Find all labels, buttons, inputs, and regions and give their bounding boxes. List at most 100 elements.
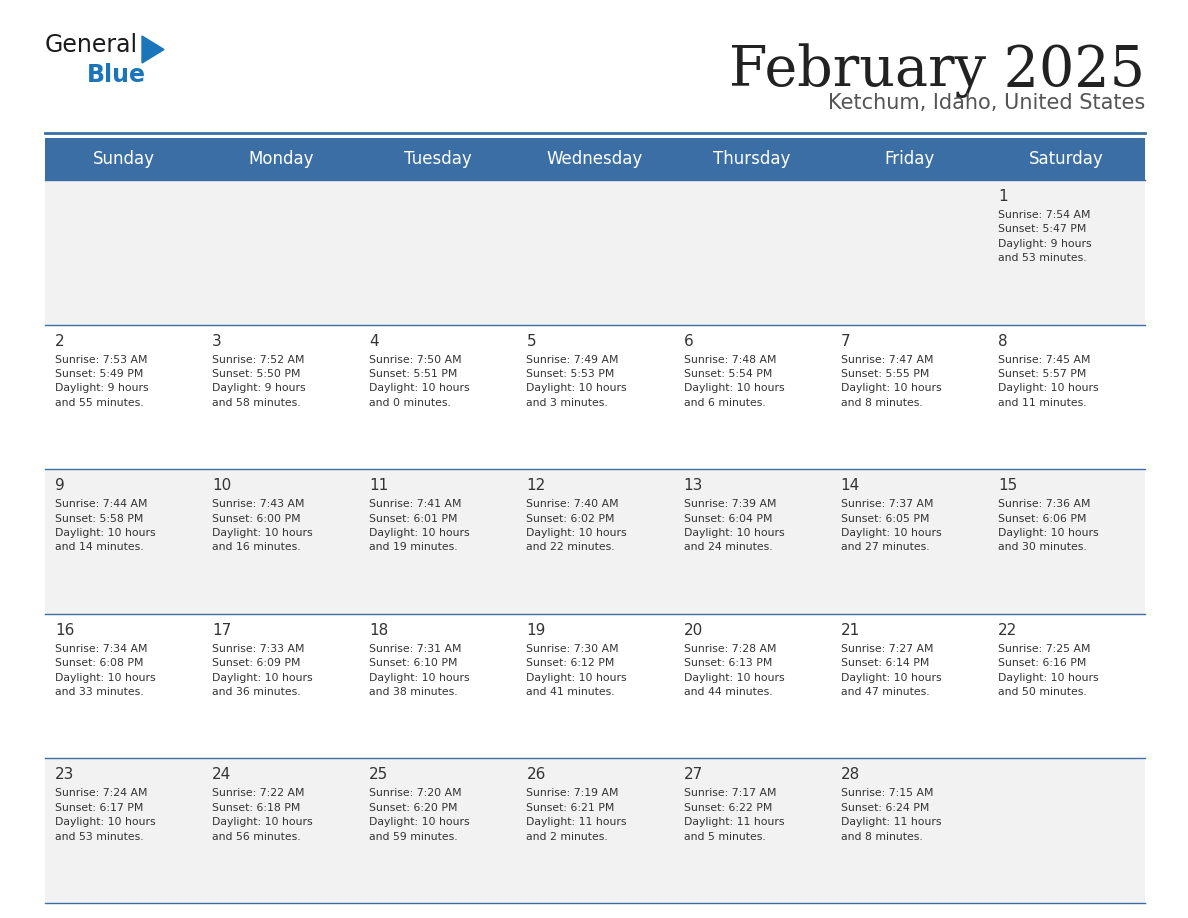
Text: 14: 14 — [841, 478, 860, 493]
Text: 20: 20 — [683, 622, 703, 638]
Bar — [45, 138, 1145, 180]
Bar — [517, 180, 674, 325]
Bar — [988, 469, 1145, 614]
Text: Sunrise: 7:20 AM
Sunset: 6:20 PM
Daylight: 10 hours
and 59 minutes.: Sunrise: 7:20 AM Sunset: 6:20 PM Dayligh… — [369, 789, 470, 842]
Text: 17: 17 — [213, 622, 232, 638]
Text: Sunrise: 7:36 AM
Sunset: 6:06 PM
Daylight: 10 hours
and 30 minutes.: Sunrise: 7:36 AM Sunset: 6:06 PM Dayligh… — [998, 499, 1099, 553]
Text: 7: 7 — [841, 333, 851, 349]
Text: 8: 8 — [998, 333, 1007, 349]
Bar — [202, 758, 359, 903]
Text: Sunrise: 7:43 AM
Sunset: 6:00 PM
Daylight: 10 hours
and 16 minutes.: Sunrise: 7:43 AM Sunset: 6:00 PM Dayligh… — [213, 499, 312, 553]
Bar — [359, 614, 517, 758]
Bar — [830, 614, 988, 758]
Text: 9: 9 — [55, 478, 65, 493]
Text: General: General — [45, 33, 138, 57]
Bar — [988, 180, 1145, 325]
Text: Sunrise: 7:24 AM
Sunset: 6:17 PM
Daylight: 10 hours
and 53 minutes.: Sunrise: 7:24 AM Sunset: 6:17 PM Dayligh… — [55, 789, 156, 842]
Text: 24: 24 — [213, 767, 232, 782]
Bar — [830, 180, 988, 325]
Text: Sunrise: 7:34 AM
Sunset: 6:08 PM
Daylight: 10 hours
and 33 minutes.: Sunrise: 7:34 AM Sunset: 6:08 PM Dayligh… — [55, 644, 156, 697]
Text: Sunrise: 7:54 AM
Sunset: 5:47 PM
Daylight: 9 hours
and 53 minutes.: Sunrise: 7:54 AM Sunset: 5:47 PM Dayligh… — [998, 210, 1092, 263]
Text: Sunrise: 7:17 AM
Sunset: 6:22 PM
Daylight: 11 hours
and 5 minutes.: Sunrise: 7:17 AM Sunset: 6:22 PM Dayligh… — [683, 789, 784, 842]
Bar — [674, 469, 830, 614]
Bar — [674, 180, 830, 325]
Text: 3: 3 — [213, 333, 222, 349]
Bar — [517, 758, 674, 903]
Bar — [988, 325, 1145, 469]
Bar — [674, 614, 830, 758]
Bar — [202, 614, 359, 758]
Text: Sunrise: 7:22 AM
Sunset: 6:18 PM
Daylight: 10 hours
and 56 minutes.: Sunrise: 7:22 AM Sunset: 6:18 PM Dayligh… — [213, 789, 312, 842]
Text: 25: 25 — [369, 767, 388, 782]
Text: Sunrise: 7:19 AM
Sunset: 6:21 PM
Daylight: 11 hours
and 2 minutes.: Sunrise: 7:19 AM Sunset: 6:21 PM Dayligh… — [526, 789, 627, 842]
Text: Sunrise: 7:30 AM
Sunset: 6:12 PM
Daylight: 10 hours
and 41 minutes.: Sunrise: 7:30 AM Sunset: 6:12 PM Dayligh… — [526, 644, 627, 697]
Text: 23: 23 — [55, 767, 75, 782]
Polygon shape — [143, 36, 164, 63]
Text: Sunrise: 7:31 AM
Sunset: 6:10 PM
Daylight: 10 hours
and 38 minutes.: Sunrise: 7:31 AM Sunset: 6:10 PM Dayligh… — [369, 644, 470, 697]
Bar — [517, 325, 674, 469]
Bar — [202, 325, 359, 469]
Text: Sunrise: 7:53 AM
Sunset: 5:49 PM
Daylight: 9 hours
and 55 minutes.: Sunrise: 7:53 AM Sunset: 5:49 PM Dayligh… — [55, 354, 148, 408]
Bar — [830, 325, 988, 469]
Text: Sunrise: 7:33 AM
Sunset: 6:09 PM
Daylight: 10 hours
and 36 minutes.: Sunrise: 7:33 AM Sunset: 6:09 PM Dayligh… — [213, 644, 312, 697]
Text: 10: 10 — [213, 478, 232, 493]
Text: Sunrise: 7:52 AM
Sunset: 5:50 PM
Daylight: 9 hours
and 58 minutes.: Sunrise: 7:52 AM Sunset: 5:50 PM Dayligh… — [213, 354, 305, 408]
Bar — [202, 180, 359, 325]
Bar — [830, 758, 988, 903]
Text: Friday: Friday — [884, 150, 935, 168]
Bar — [674, 325, 830, 469]
Text: Sunrise: 7:49 AM
Sunset: 5:53 PM
Daylight: 10 hours
and 3 minutes.: Sunrise: 7:49 AM Sunset: 5:53 PM Dayligh… — [526, 354, 627, 408]
Bar — [988, 614, 1145, 758]
Text: Sunrise: 7:15 AM
Sunset: 6:24 PM
Daylight: 11 hours
and 8 minutes.: Sunrise: 7:15 AM Sunset: 6:24 PM Dayligh… — [841, 789, 941, 842]
Text: 15: 15 — [998, 478, 1017, 493]
Text: 26: 26 — [526, 767, 545, 782]
Text: 27: 27 — [683, 767, 703, 782]
Text: Ketchum, Idaho, United States: Ketchum, Idaho, United States — [828, 93, 1145, 113]
Text: Sunrise: 7:27 AM
Sunset: 6:14 PM
Daylight: 10 hours
and 47 minutes.: Sunrise: 7:27 AM Sunset: 6:14 PM Dayligh… — [841, 644, 941, 697]
Text: Sunrise: 7:47 AM
Sunset: 5:55 PM
Daylight: 10 hours
and 8 minutes.: Sunrise: 7:47 AM Sunset: 5:55 PM Dayligh… — [841, 354, 941, 408]
Text: 19: 19 — [526, 622, 545, 638]
Text: Sunrise: 7:45 AM
Sunset: 5:57 PM
Daylight: 10 hours
and 11 minutes.: Sunrise: 7:45 AM Sunset: 5:57 PM Dayligh… — [998, 354, 1099, 408]
Text: February 2025: February 2025 — [729, 43, 1145, 97]
Text: 13: 13 — [683, 478, 703, 493]
Bar — [45, 469, 202, 614]
Text: 6: 6 — [683, 333, 694, 349]
Text: 28: 28 — [841, 767, 860, 782]
Text: Saturday: Saturday — [1029, 150, 1104, 168]
Bar — [830, 469, 988, 614]
Bar — [45, 758, 202, 903]
Text: 21: 21 — [841, 622, 860, 638]
Bar — [359, 180, 517, 325]
Text: 5: 5 — [526, 333, 536, 349]
Text: Sunrise: 7:40 AM
Sunset: 6:02 PM
Daylight: 10 hours
and 22 minutes.: Sunrise: 7:40 AM Sunset: 6:02 PM Dayligh… — [526, 499, 627, 553]
Text: Blue: Blue — [87, 63, 146, 87]
Text: 2: 2 — [55, 333, 64, 349]
Text: 22: 22 — [998, 622, 1017, 638]
Text: 1: 1 — [998, 189, 1007, 204]
Text: Sunrise: 7:37 AM
Sunset: 6:05 PM
Daylight: 10 hours
and 27 minutes.: Sunrise: 7:37 AM Sunset: 6:05 PM Dayligh… — [841, 499, 941, 553]
Text: Sunrise: 7:39 AM
Sunset: 6:04 PM
Daylight: 10 hours
and 24 minutes.: Sunrise: 7:39 AM Sunset: 6:04 PM Dayligh… — [683, 499, 784, 553]
Bar — [359, 325, 517, 469]
Bar — [359, 758, 517, 903]
Text: Thursday: Thursday — [714, 150, 791, 168]
Text: 4: 4 — [369, 333, 379, 349]
Text: Sunrise: 7:28 AM
Sunset: 6:13 PM
Daylight: 10 hours
and 44 minutes.: Sunrise: 7:28 AM Sunset: 6:13 PM Dayligh… — [683, 644, 784, 697]
Text: 18: 18 — [369, 622, 388, 638]
Text: 16: 16 — [55, 622, 75, 638]
Text: Sunrise: 7:41 AM
Sunset: 6:01 PM
Daylight: 10 hours
and 19 minutes.: Sunrise: 7:41 AM Sunset: 6:01 PM Dayligh… — [369, 499, 470, 553]
Text: Sunday: Sunday — [93, 150, 154, 168]
Bar — [45, 614, 202, 758]
Text: Sunrise: 7:50 AM
Sunset: 5:51 PM
Daylight: 10 hours
and 0 minutes.: Sunrise: 7:50 AM Sunset: 5:51 PM Dayligh… — [369, 354, 470, 408]
Text: Monday: Monday — [248, 150, 314, 168]
Bar — [517, 614, 674, 758]
Text: 12: 12 — [526, 478, 545, 493]
Text: Sunrise: 7:48 AM
Sunset: 5:54 PM
Daylight: 10 hours
and 6 minutes.: Sunrise: 7:48 AM Sunset: 5:54 PM Dayligh… — [683, 354, 784, 408]
Bar — [202, 469, 359, 614]
Bar — [988, 758, 1145, 903]
Bar — [45, 180, 202, 325]
Bar — [45, 325, 202, 469]
Bar — [674, 758, 830, 903]
Text: 11: 11 — [369, 478, 388, 493]
Text: Sunrise: 7:25 AM
Sunset: 6:16 PM
Daylight: 10 hours
and 50 minutes.: Sunrise: 7:25 AM Sunset: 6:16 PM Dayligh… — [998, 644, 1099, 697]
Text: Tuesday: Tuesday — [404, 150, 472, 168]
